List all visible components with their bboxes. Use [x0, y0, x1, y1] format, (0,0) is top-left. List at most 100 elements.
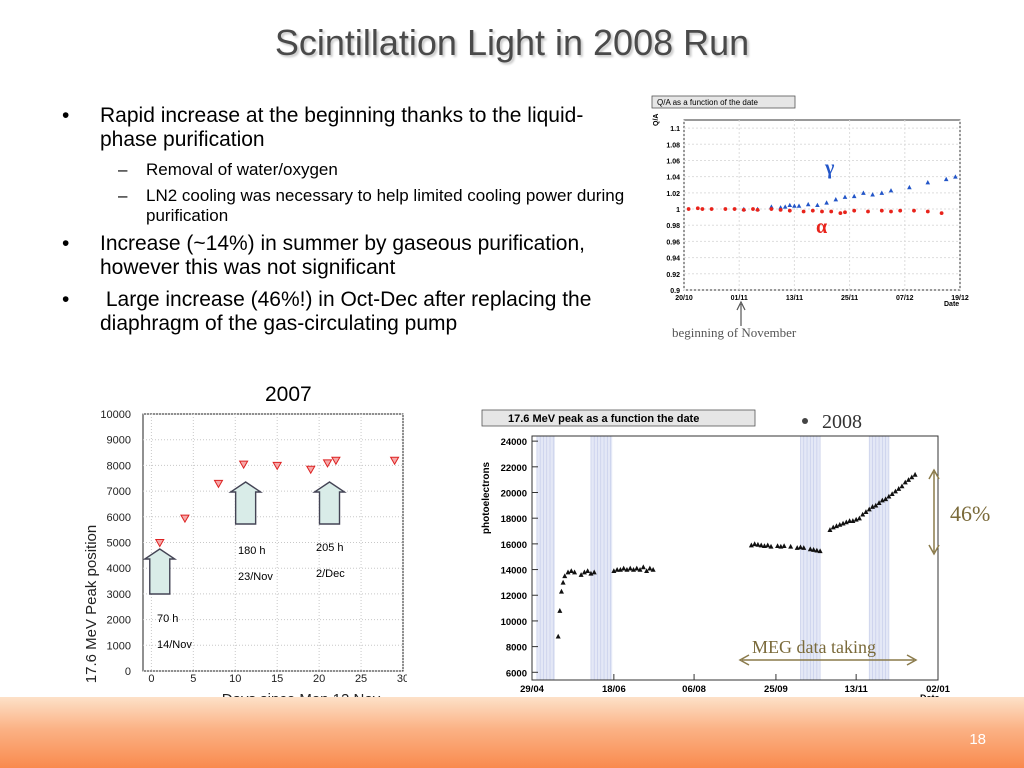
peak-2008-y-tick-label: 10000: [501, 617, 527, 628]
peak-2008-data-point: [578, 572, 584, 577]
alpha-data-point: [898, 208, 903, 213]
legend-bullet: [802, 418, 808, 424]
legend-2008: 2008: [822, 411, 862, 433]
alpha-data-point: [912, 208, 916, 213]
gamma-data-point: [833, 197, 839, 202]
alpha-data-point: [889, 209, 893, 214]
qa-chart-title-box: [651, 95, 796, 109]
november-arrow-head: [736, 300, 746, 311]
peak-2007-y-tick-label: 6000: [107, 512, 131, 524]
qa-x-tick-label: 07/12: [896, 295, 914, 302]
alpha-data-point: [755, 207, 760, 212]
peak-2008-data-point: [837, 522, 843, 527]
peak-2008-data-point: [811, 547, 817, 552]
gamma-data-point: [943, 176, 949, 182]
alpha-data-point: [838, 211, 843, 215]
peak-2008-data-point: [588, 570, 594, 576]
peak-2008-data-point: [775, 543, 781, 548]
qa-x-tick-label: 25/11: [841, 295, 858, 302]
qa-y-tick-label: 0.98: [666, 223, 680, 230]
peak-2008-data-point: [614, 566, 620, 572]
slide-title: Scintillation Light in 2008 Run: [274, 22, 750, 63]
alpha-data-point: [787, 208, 792, 213]
qa-y-tick-label: 1.06: [666, 158, 680, 165]
run-hours-label: 70 h: [157, 613, 178, 625]
peak-2007-x-tick-label: 25: [355, 673, 367, 685]
gamma-data-point: [815, 202, 820, 207]
peak-2008-data-point: [883, 496, 889, 502]
peak-2008-data-point: [637, 566, 643, 572]
qa-x-tick-label: 19/12: [951, 295, 969, 302]
run-time-arrow-icon: [228, 481, 263, 525]
peak-2007-ylabel: 17.6 MeV Peak position: [83, 525, 100, 683]
peak-2008-data-point: [565, 569, 571, 575]
peak-2007-data-point: [213, 479, 224, 489]
peak-2008-data-point: [870, 504, 876, 509]
gamma-data-point: [796, 203, 802, 208]
alpha-data-point: [741, 207, 746, 212]
bullet-item: Increase (~14%) in summer by gaseous pur…: [58, 232, 638, 280]
peak-2008-data-point: [755, 541, 761, 547]
peak-2007-y-tick-label: 9000: [107, 435, 131, 447]
gamma-data-point: [851, 193, 857, 199]
peak-2008-frame: [531, 435, 939, 681]
peak-2008-data-point: [644, 568, 650, 574]
alpha-data-point: [866, 209, 870, 214]
gamma-data-point: [953, 174, 958, 179]
peak-2008-data-point: [562, 573, 568, 579]
alpha-data-point: [723, 207, 728, 211]
bullet-item: Large increase (46%!) in Oct-Dec after r…: [58, 288, 638, 336]
peak-2007-x-tick-label: 15: [271, 673, 283, 685]
peak-2008-data-point: [847, 518, 853, 523]
peak-2007-chart-panel: 0 1000 2000 3000 4000 5000 6000 7000 8000 9000 100…: [69, 404, 409, 712]
alpha-data-point: [843, 210, 847, 215]
peak-2008-data-point: [752, 541, 758, 547]
qa-y-tick-label: 1.02: [666, 191, 680, 198]
peak-2008-data-point: [748, 542, 754, 548]
gamma-data-point: [782, 204, 788, 209]
qa-chart-panel: Q/A as a function of the date 0.9 0.92 0.9…: [648, 94, 984, 350]
gamma-data-point: [861, 190, 866, 195]
peak-2008-data-point: [572, 569, 578, 575]
increase-46-label: 46%: [950, 501, 990, 526]
gamma-data-point: [907, 184, 912, 190]
peak-2008-y-tick-label: 16000: [501, 540, 527, 551]
peak-2008-data-point: [807, 546, 813, 552]
peak-2007-x-tick-label: 10: [229, 673, 241, 685]
peak-2008-data-point: [856, 515, 862, 521]
peak-2008-data-point: [801, 545, 807, 550]
peak-2008-data-point: [817, 548, 823, 554]
peak-2007-data-point: [389, 456, 400, 466]
peak-2007-x-tick-label: 5: [190, 673, 196, 685]
alpha-data-point: [709, 207, 714, 211]
peak-2007-data-point: [154, 539, 165, 548]
peak-2008-x-tick-label: 06/08: [682, 684, 706, 695]
run-date-label: 14/Nov: [157, 639, 192, 651]
bullet-item: Rapid increase at the beginning thanks t…: [58, 104, 638, 152]
alpha-data-point: [778, 207, 783, 212]
peak-2008-data-point: [912, 471, 918, 477]
peak-2008-data-point: [902, 479, 908, 485]
peak-2007-data-point: [180, 514, 190, 524]
peak-2008-title-box: [481, 409, 756, 427]
peak-2008-chart-panel: 17.6 MeV peak as a function the date 200…: [472, 402, 999, 706]
peak-2008-x-tick-label: 13/11: [845, 684, 869, 695]
peak-2008-data-point: [843, 519, 849, 525]
peak-2008-data-point: [557, 608, 563, 613]
peak-2008-data-point: [876, 500, 882, 505]
peak-2008-data-point: [866, 506, 872, 512]
qa-x-tick-label: 01/11: [731, 295, 748, 302]
peak-2008-data-point: [797, 544, 803, 550]
peak-2008-data-point: [621, 565, 627, 571]
peak-2008-y-tick-label: 24000: [501, 437, 527, 448]
sub-bullet-item: Removal of water/oxygen: [58, 160, 638, 180]
gamma-data-point: [787, 202, 793, 207]
peak-2008-y-tick-label: 6000: [506, 668, 527, 679]
peak-2008-data-point: [892, 488, 898, 494]
alpha-data-point: [769, 207, 774, 211]
peak-2007-x-tick-label: 20: [313, 673, 325, 685]
peak-2007-y-tick-label: 2000: [107, 615, 131, 627]
gamma-data-point: [870, 192, 875, 197]
qa-y-tick-label: 0.96: [666, 239, 680, 246]
qa-x-tick-label: 13/11: [786, 295, 803, 302]
